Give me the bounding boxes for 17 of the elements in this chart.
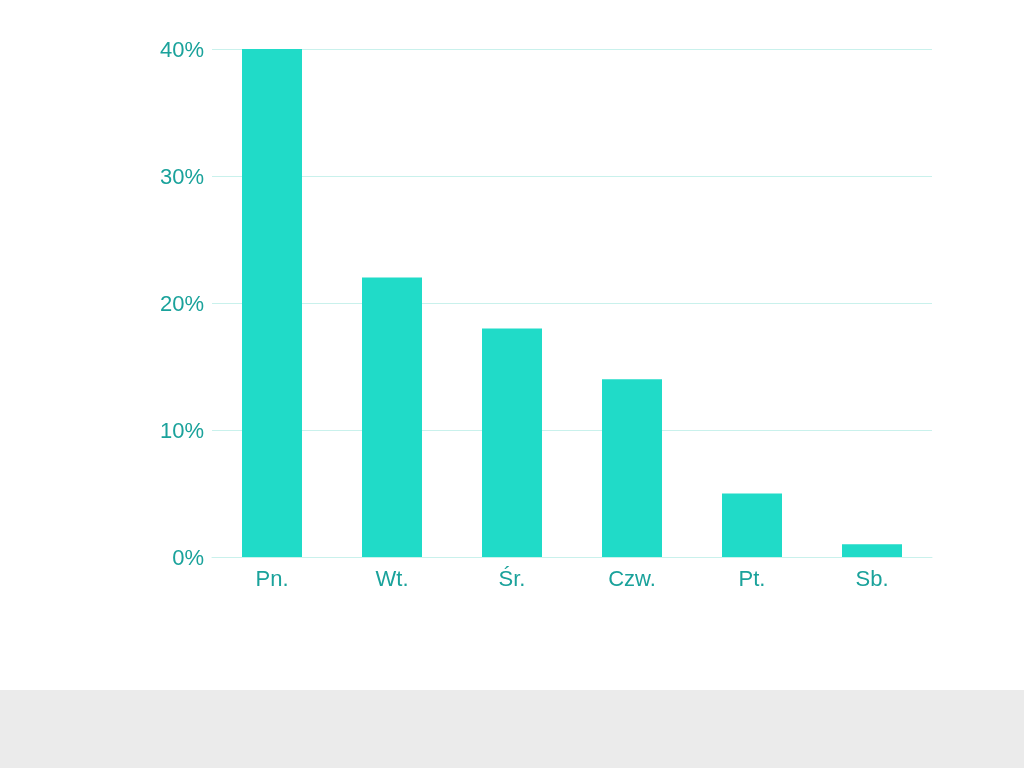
y-tick-label: 40% (159, 36, 204, 62)
y-tick-label: 10% (159, 417, 204, 443)
x-tick-label: Wt. (375, 565, 409, 591)
y-tick-label: 30% (159, 163, 204, 189)
x-tick-label: Pt. (738, 565, 766, 591)
x-tick-label: Śr. (498, 565, 526, 591)
bar (482, 328, 542, 557)
x-tick-label: Czw. (608, 565, 656, 591)
x-tick-label: Sb. (855, 565, 889, 591)
x-tick-label: Pn. (255, 565, 289, 591)
y-tick-label: 0% (172, 544, 204, 570)
bar (722, 493, 782, 557)
bar (842, 544, 902, 557)
bar (242, 49, 302, 557)
bar (602, 379, 662, 557)
bar (362, 277, 422, 557)
y-tick-label: 20% (159, 290, 204, 316)
